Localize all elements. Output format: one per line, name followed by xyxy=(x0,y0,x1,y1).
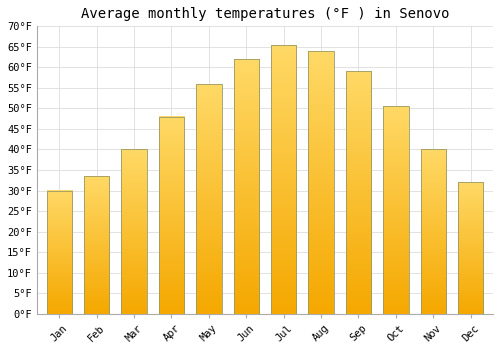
Bar xyxy=(84,176,110,314)
Title: Average monthly temperatures (°F ) in Senovo: Average monthly temperatures (°F ) in Se… xyxy=(80,7,449,21)
Bar xyxy=(46,190,72,314)
Bar xyxy=(346,71,371,314)
Bar xyxy=(158,117,184,314)
Bar xyxy=(420,149,446,314)
Bar xyxy=(383,106,408,314)
Bar xyxy=(196,84,222,314)
Bar xyxy=(234,59,259,314)
Bar xyxy=(271,45,296,314)
Bar xyxy=(308,51,334,314)
Bar xyxy=(458,182,483,314)
Bar xyxy=(122,149,147,314)
